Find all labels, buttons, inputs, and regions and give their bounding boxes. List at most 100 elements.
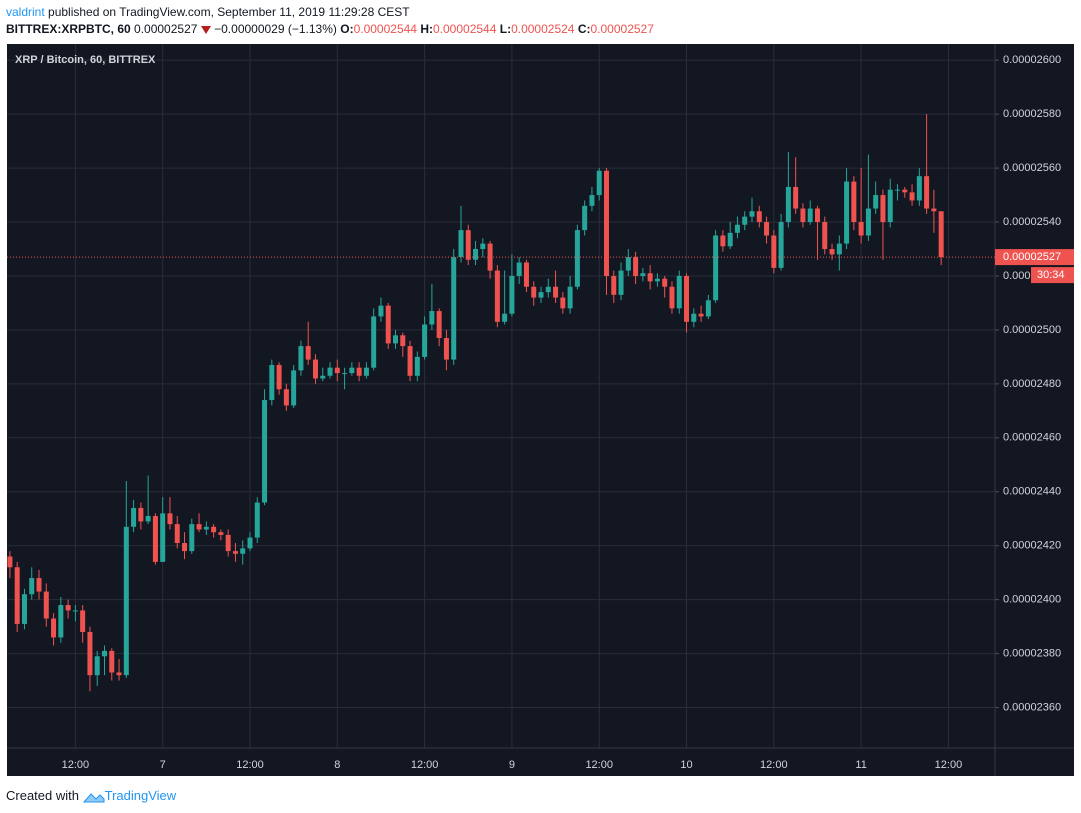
- candle-body: [778, 222, 784, 268]
- candle-body: [80, 610, 86, 633]
- candle-body: [473, 248, 479, 260]
- candle-body: [385, 305, 391, 344]
- y-tick-label: 0.00002480: [1003, 378, 1061, 390]
- candle-body: [443, 338, 449, 360]
- chart-background: [7, 44, 1074, 776]
- candle-body: [393, 335, 399, 344]
- candle-body: [640, 273, 646, 276]
- candle-body: [152, 516, 158, 562]
- candle-body: [327, 367, 333, 376]
- candle-body: [312, 359, 318, 379]
- x-tick-label: 12:00: [935, 759, 963, 771]
- candle-body: [516, 262, 522, 276]
- candle-body: [684, 275, 690, 322]
- candle-body: [924, 176, 930, 209]
- candle-body: [305, 346, 311, 360]
- candle-body: [378, 305, 384, 317]
- y-tick-label: 0.00002540: [1003, 216, 1061, 228]
- candle-body: [931, 208, 937, 212]
- candle-body: [742, 216, 748, 225]
- candle-body: [131, 507, 137, 527]
- candle-body: [531, 286, 537, 298]
- candle-body: [145, 516, 151, 522]
- ohlc-label: C:: [577, 22, 591, 36]
- candle-body: [371, 316, 377, 368]
- candle-body: [247, 537, 253, 549]
- candle-body: [298, 346, 304, 371]
- candle-body: [822, 222, 828, 249]
- candle-body: [720, 235, 726, 247]
- y-tick-label: 0.00002360: [1003, 701, 1061, 713]
- candle-body: [116, 672, 122, 676]
- candle-body: [865, 208, 871, 236]
- candle-body: [225, 534, 231, 552]
- candle-body: [589, 195, 595, 206]
- candle-body: [603, 170, 609, 276]
- candle-body: [174, 524, 180, 544]
- candle-body: [902, 189, 908, 193]
- candle-body: [291, 370, 297, 406]
- candle-body: [938, 211, 944, 258]
- candle-body: [94, 656, 100, 676]
- candle-body: [480, 243, 486, 249]
- chart-title: XRP / Bitcoin, 60, BITTREX: [15, 54, 156, 66]
- y-tick-label: 0.00002560: [1003, 162, 1061, 174]
- x-tick-label: 12:00: [585, 759, 613, 771]
- candle-body: [713, 235, 719, 301]
- candle-body: [662, 278, 668, 287]
- countdown-tag: [1031, 267, 1074, 284]
- candle-body: [836, 243, 842, 255]
- candle-body: [844, 181, 850, 244]
- candle-body: [167, 513, 173, 525]
- candle-body: [109, 650, 115, 673]
- candle-body: [793, 186, 799, 209]
- candle-body: [800, 208, 806, 223]
- candle-body: [749, 211, 755, 217]
- brand[interactable]: TradingView: [104, 788, 177, 803]
- price-tag: [995, 249, 1074, 266]
- x-tick-label: 10: [680, 759, 692, 771]
- candle-body: [669, 286, 675, 309]
- candle-body: [458, 230, 464, 258]
- change: −0.00000029 (−1.13%): [214, 22, 337, 36]
- candle-body: [494, 270, 500, 322]
- candle-body: [72, 610, 78, 612]
- candle-body: [851, 181, 857, 223]
- price-tag-label: 0.00002527: [1003, 251, 1061, 263]
- candle-body: [356, 367, 362, 376]
- candle-body: [451, 257, 457, 360]
- x-tick-label: 11: [855, 759, 866, 771]
- candle-body: [349, 367, 355, 374]
- candle-body: [538, 292, 544, 298]
- countdown-label: 30:34: [1037, 269, 1065, 281]
- author[interactable]: valdrint: [6, 5, 45, 19]
- y-tick-label: 0.00002460: [1003, 432, 1061, 444]
- candle-body: [87, 632, 93, 676]
- candle-body: [58, 605, 64, 638]
- candle-body: [320, 375, 326, 379]
- candle-body: [21, 594, 27, 624]
- candle-body: [625, 257, 631, 271]
- y-tick-label: 0.00002420: [1003, 540, 1061, 552]
- candle-body: [545, 286, 551, 293]
- candle-body: [553, 286, 559, 298]
- candle-body: [582, 205, 588, 231]
- ohlc-label: H:: [420, 22, 433, 36]
- candle-body: [211, 526, 217, 533]
- candle-body: [916, 176, 922, 201]
- chart: 0.00002360 0.00002380 0.00002400 0.00002420…: [7, 44, 1074, 776]
- published: published on TradingView.com, September …: [48, 5, 410, 19]
- candle-body: [895, 189, 901, 191]
- y-tick-label: 0.00002380: [1003, 648, 1061, 660]
- candle-body: [240, 548, 246, 554]
- candle-body: [436, 311, 442, 339]
- y-tick-label: 0.00002580: [1003, 108, 1061, 120]
- candle-body: [647, 273, 653, 282]
- candle-body: [698, 313, 704, 317]
- y-tick-label: 0.00002400: [1003, 594, 1061, 606]
- candle-body: [254, 502, 260, 538]
- candle-body: [363, 367, 369, 376]
- candle-body: [334, 367, 340, 374]
- candle-body: [814, 208, 820, 223]
